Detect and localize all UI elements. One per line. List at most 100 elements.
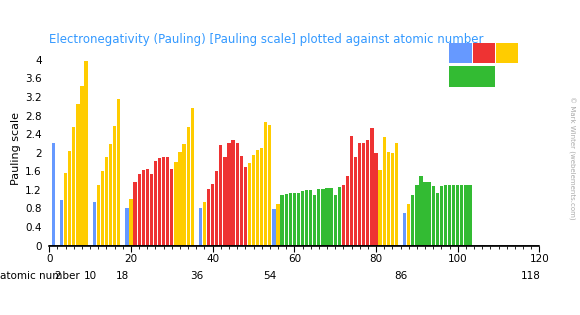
Bar [256, 150, 259, 246]
Bar [60, 200, 63, 246]
Bar [277, 204, 280, 246]
Bar [334, 195, 337, 246]
Bar [81, 86, 84, 246]
Bar [338, 187, 341, 246]
Bar [64, 173, 67, 246]
Bar [415, 185, 419, 246]
Text: 18: 18 [116, 271, 129, 281]
Bar [358, 143, 361, 246]
Bar [468, 185, 472, 246]
Bar [285, 194, 288, 246]
Bar [272, 209, 276, 246]
Bar [133, 182, 137, 246]
Bar [436, 193, 439, 246]
Bar [68, 151, 71, 246]
Bar [440, 186, 443, 246]
Bar [170, 169, 173, 246]
Bar [219, 145, 223, 246]
Bar [203, 202, 206, 246]
Bar [419, 176, 423, 246]
Text: Electronegativity (Pauling) [Pauling scale] plotted against atomic number: Electronegativity (Pauling) [Pauling sca… [49, 33, 484, 46]
Bar [432, 186, 435, 246]
Bar [387, 152, 390, 246]
Bar [105, 158, 108, 246]
Bar [227, 143, 231, 246]
Bar [72, 127, 75, 246]
Bar [154, 161, 157, 246]
Text: 10: 10 [84, 271, 97, 281]
Text: 2: 2 [54, 271, 61, 281]
Bar [346, 176, 349, 246]
Bar [281, 195, 284, 246]
Text: 54: 54 [263, 271, 277, 281]
Bar [366, 140, 369, 246]
Bar [407, 204, 410, 246]
Bar [464, 185, 467, 246]
Bar [411, 195, 415, 246]
Bar [452, 185, 455, 246]
Bar [289, 193, 292, 246]
Bar [137, 174, 141, 246]
Bar [187, 127, 190, 246]
Bar [293, 193, 296, 246]
Bar [375, 153, 378, 246]
Bar [252, 155, 255, 246]
Bar [199, 208, 202, 246]
Bar [350, 136, 353, 246]
Bar [183, 144, 186, 246]
Text: 118: 118 [521, 271, 541, 281]
Bar [129, 199, 133, 246]
Bar [362, 143, 365, 246]
Bar [395, 143, 398, 246]
Bar [179, 152, 182, 246]
Bar [166, 158, 169, 246]
Bar [248, 163, 251, 246]
Bar [423, 181, 427, 246]
Bar [297, 193, 300, 246]
Bar [142, 170, 145, 246]
Bar [329, 187, 333, 246]
Bar [321, 188, 325, 246]
Bar [309, 190, 312, 246]
Bar [403, 213, 406, 246]
Bar [162, 157, 165, 246]
Y-axis label: Pauling scale: Pauling scale [11, 112, 21, 185]
Bar [235, 143, 239, 246]
Bar [223, 158, 227, 246]
Bar [150, 174, 153, 246]
Bar [76, 104, 79, 246]
Bar [97, 185, 100, 246]
Bar [207, 189, 210, 246]
Bar [427, 182, 431, 246]
Bar [174, 162, 177, 246]
Bar [354, 158, 357, 246]
Bar [240, 156, 243, 246]
Text: 86: 86 [394, 271, 407, 281]
Bar [268, 125, 271, 246]
Bar [391, 153, 394, 246]
Bar [379, 170, 382, 246]
Bar [342, 185, 345, 246]
Bar [93, 203, 96, 246]
Bar [383, 137, 386, 246]
Bar [101, 171, 104, 246]
Bar [456, 185, 459, 246]
Bar [244, 167, 247, 246]
Bar [301, 191, 304, 246]
Bar [460, 185, 463, 246]
Text: © Mark Winter (webelements.com): © Mark Winter (webelements.com) [568, 96, 575, 219]
Text: 36: 36 [190, 271, 203, 281]
Bar [264, 122, 267, 246]
Bar [113, 126, 116, 246]
Bar [109, 144, 112, 246]
Bar [305, 190, 308, 246]
Bar [125, 208, 129, 246]
Bar [448, 185, 451, 246]
Bar [444, 185, 447, 246]
Bar [85, 60, 88, 246]
Bar [191, 108, 194, 246]
Bar [231, 140, 235, 246]
Bar [52, 143, 55, 246]
Bar [117, 99, 121, 246]
Bar [146, 169, 149, 246]
